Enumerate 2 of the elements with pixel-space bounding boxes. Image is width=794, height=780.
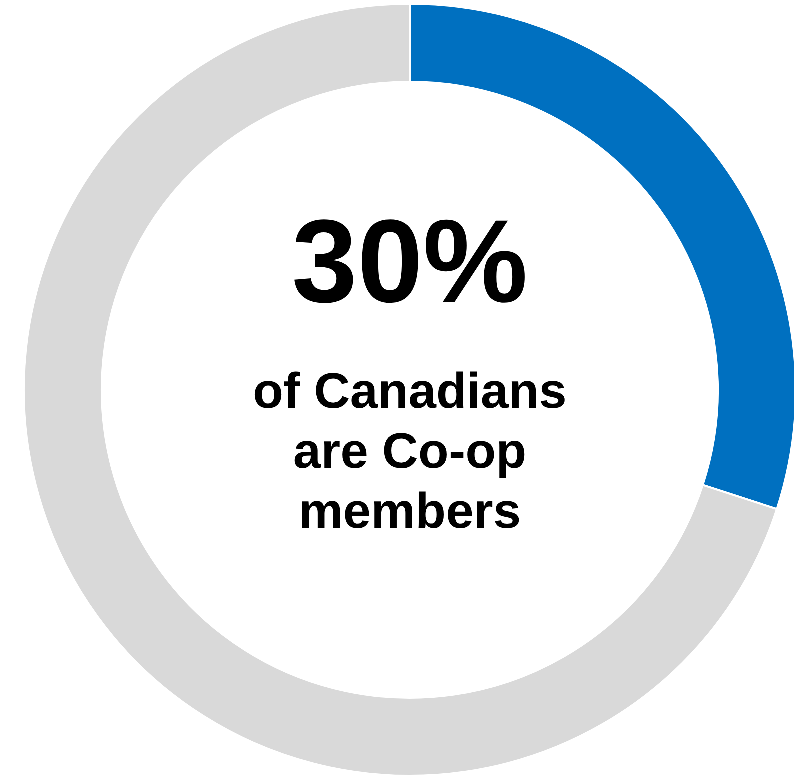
text: of Canadians are Co-op members: [253, 363, 567, 539]
data-label: 30%: [292, 196, 528, 328]
